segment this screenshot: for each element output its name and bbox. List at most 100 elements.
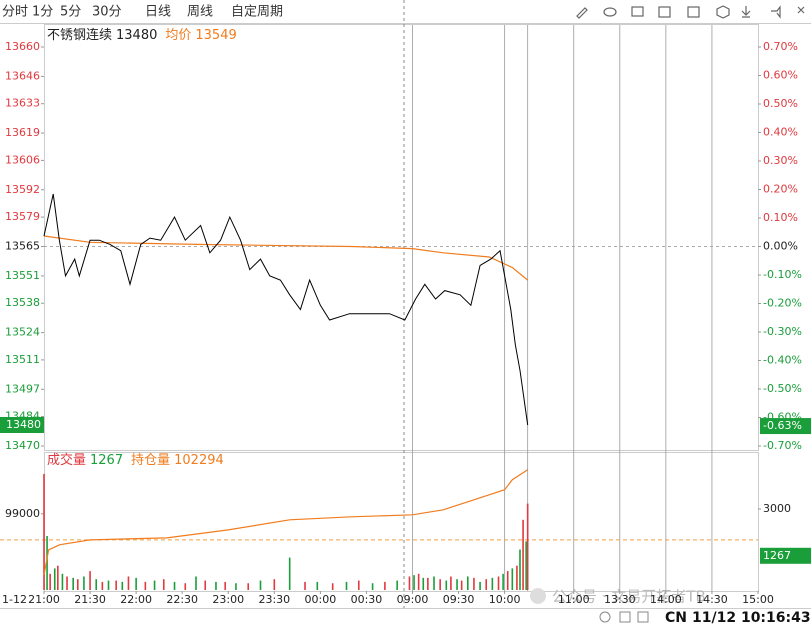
download-icon[interactable] bbox=[741, 6, 751, 18]
header-part: 11/12 10:16:43 bbox=[692, 610, 811, 626]
volume-bar bbox=[316, 581, 319, 590]
x-tick-label: 21:30 bbox=[74, 593, 106, 606]
status-icon[interactable] bbox=[637, 611, 649, 623]
price-line bbox=[43, 193, 529, 426]
x-tick-label: 09:00 bbox=[397, 593, 429, 606]
settings-icon[interactable] bbox=[716, 5, 730, 19]
header-part: 不锈钢连续 bbox=[47, 27, 112, 43]
x-tick-label: 11:00 bbox=[558, 593, 590, 606]
x-tick-label: 00:30 bbox=[351, 593, 383, 606]
x-tick-label: 13:30 bbox=[604, 593, 636, 606]
y2-tick-label: -0.20% bbox=[763, 297, 802, 310]
status-icon[interactable] bbox=[619, 611, 631, 623]
toolbar-tab[interactable]: 日线 bbox=[145, 5, 171, 20]
volume-bar bbox=[135, 577, 137, 590]
volume-bar bbox=[259, 580, 262, 590]
eye-icon[interactable] bbox=[603, 7, 617, 17]
y2-tick-label: -0.40% bbox=[763, 354, 802, 367]
x-tick-label: 23:30 bbox=[258, 593, 290, 606]
speaker-icon[interactable] bbox=[771, 5, 781, 19]
volume-bar bbox=[456, 579, 458, 590]
volume-bar bbox=[121, 581, 124, 590]
y2-tick-label: 0.50% bbox=[763, 97, 798, 110]
volume-bar bbox=[466, 576, 469, 590]
x-tick-label: 14:30 bbox=[696, 593, 728, 606]
volume-bar bbox=[522, 519, 524, 590]
toolbar-tab[interactable]: 分时 bbox=[2, 5, 28, 20]
x-tick-label: 22:00 bbox=[120, 593, 152, 606]
volume-bar bbox=[491, 577, 494, 590]
y-tick-label: 13551 bbox=[5, 269, 40, 282]
volume-bar bbox=[502, 573, 504, 590]
volume-bar bbox=[384, 581, 386, 590]
volume-bar bbox=[76, 579, 79, 590]
header-part: CN bbox=[665, 610, 687, 626]
volume-bar bbox=[215, 581, 217, 590]
y2-tick-label: 3000 bbox=[763, 502, 791, 515]
price-header: 不锈钢连续 13480 均价 13549 bbox=[47, 27, 237, 43]
toolbar-tab[interactable]: 自定周期 bbox=[231, 5, 283, 20]
volume-bar bbox=[525, 541, 527, 590]
y2-tick-label: 0.70% bbox=[763, 40, 798, 53]
x-tick-label: 21:00 bbox=[28, 593, 60, 606]
volume-bar bbox=[144, 581, 147, 590]
volume-bar bbox=[345, 581, 348, 590]
volume-bar bbox=[497, 576, 500, 590]
change-box bbox=[760, 418, 811, 435]
volume-bar bbox=[408, 576, 411, 590]
change-label: -0.63% bbox=[763, 419, 802, 432]
y-tick-label: 13497 bbox=[5, 382, 40, 395]
volume-bar bbox=[224, 581, 226, 590]
open-interest-line bbox=[43, 469, 529, 576]
volume-bar bbox=[72, 577, 74, 590]
volume-bar bbox=[115, 580, 117, 590]
y-tick-label: 13538 bbox=[5, 296, 40, 309]
last-price-label: 13480 bbox=[6, 418, 41, 431]
box-icon[interactable] bbox=[658, 6, 671, 18]
pen-icon[interactable] bbox=[576, 7, 588, 19]
volume-bar bbox=[450, 576, 452, 590]
status-icon[interactable] bbox=[599, 611, 611, 623]
header-part: 均价 bbox=[165, 28, 191, 43]
volume-bar bbox=[173, 581, 176, 590]
y2-tick-label: 0.10% bbox=[763, 211, 798, 224]
y2-tick-label: 0.40% bbox=[763, 126, 798, 139]
header-part: 13480 bbox=[116, 28, 157, 43]
x-tick-label: 10:00 bbox=[489, 593, 521, 606]
volume-bar bbox=[433, 576, 435, 590]
y2-tick-label: 0.60% bbox=[763, 69, 798, 82]
layout-icon[interactable] bbox=[687, 6, 700, 18]
x-tick-label: 09:30 bbox=[443, 593, 475, 606]
toolbar-tab[interactable]: 周线 bbox=[187, 5, 213, 20]
y-tick-label: 13470 bbox=[5, 439, 40, 452]
volume-bar bbox=[66, 576, 68, 590]
watermark-icon bbox=[530, 588, 546, 604]
x-tick-label: 00:00 bbox=[305, 593, 337, 606]
volume-bar bbox=[511, 568, 514, 590]
volume-bar bbox=[460, 580, 463, 590]
volume-bar bbox=[61, 573, 64, 590]
volume-bar bbox=[422, 577, 425, 590]
volume-bar bbox=[417, 573, 420, 590]
volume-bar bbox=[413, 575, 415, 590]
volume-bar bbox=[49, 573, 51, 590]
toolbar-tab[interactable]: 30分 bbox=[92, 5, 122, 20]
volume-bar bbox=[43, 473, 45, 590]
y-tick-label: 13524 bbox=[5, 326, 40, 339]
y2-tick-label: -0.10% bbox=[763, 268, 802, 281]
window-icon[interactable] bbox=[631, 6, 644, 17]
y2-tick-label: 0.00% bbox=[763, 240, 798, 253]
volume-bar bbox=[473, 577, 475, 590]
date-label: 1-12 bbox=[2, 593, 27, 606]
toolbar-tab[interactable]: 5分 bbox=[60, 5, 81, 20]
volume-bar bbox=[516, 565, 518, 590]
y-tick-label: 13511 bbox=[5, 353, 40, 366]
volume-bar bbox=[288, 557, 291, 590]
x-tick-label: 23:00 bbox=[212, 593, 244, 606]
toolbar-tab[interactable]: 1分 bbox=[32, 5, 53, 20]
toolbar-icons bbox=[576, 5, 805, 19]
close-icon[interactable] bbox=[797, 6, 805, 14]
volume-box-label: 1267 bbox=[763, 549, 791, 562]
